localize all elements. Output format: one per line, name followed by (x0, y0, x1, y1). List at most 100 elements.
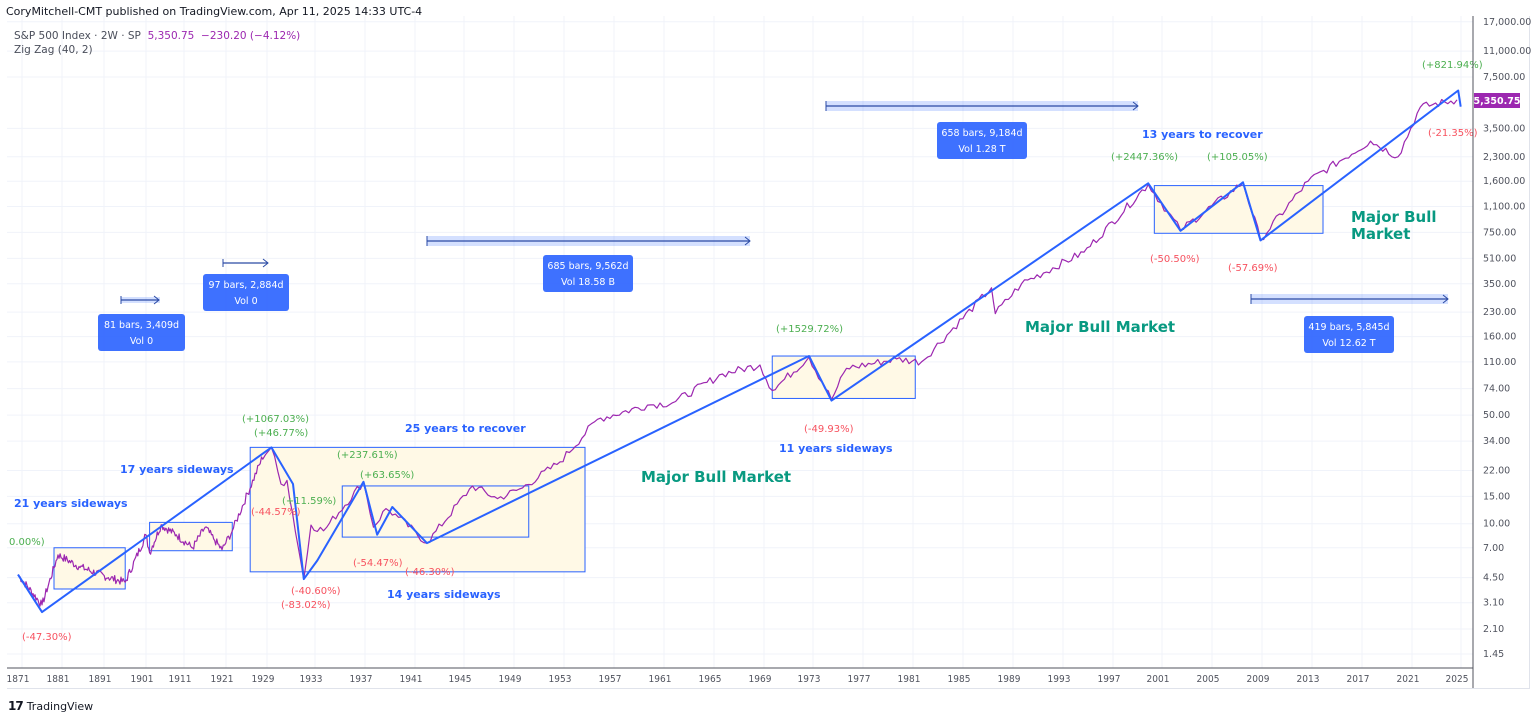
price-tick: 2,300.00 (1483, 152, 1525, 163)
chart-notes: 21 years sideways 17 years sideways 25 y… (14, 128, 1437, 601)
footer-brand[interactable]: 17 TradingView (8, 699, 93, 713)
chart-grid (7, 16, 1473, 668)
note-major-bull-1: Major Bull Market (641, 468, 791, 486)
zz-label: (-47.30%) (22, 632, 72, 643)
measure-range-2[interactable]: 97 bars, 2,884d Vol 0 (203, 258, 289, 311)
zz-label: (-54.47%) (353, 558, 403, 569)
measure-3-line2: Vol 18.58 B (561, 277, 615, 288)
measure-range-3[interactable]: 685 bars, 9,562d Vol 18.58 B (426, 236, 751, 292)
zz-label: (+237.61%) (337, 450, 398, 461)
time-tick: 1941 (400, 674, 423, 685)
measure-1-line2: Vol 0 (130, 336, 153, 347)
note-11-years: 11 years sideways (779, 442, 893, 455)
time-tick: 2009 (1247, 674, 1270, 685)
measure-3-line1: 685 bars, 9,562d (547, 261, 628, 272)
price-tick: 74.00 (1483, 384, 1510, 395)
zz-label: (+821.94%) (1422, 60, 1483, 71)
measure-2-line1: 97 bars, 2,884d (208, 280, 283, 291)
time-tick: 1957 (599, 674, 622, 685)
measure-4-line2: Vol 1.28 T (958, 144, 1005, 155)
measure-2-line2: Vol 0 (234, 296, 257, 307)
zz-label: (+63.65%) (360, 470, 414, 481)
price-tick: 34.00 (1483, 436, 1510, 447)
note-14-years: 14 years sideways (387, 588, 501, 601)
note-25-years: 25 years to recover (405, 422, 526, 435)
zigzag-line (17, 89, 1462, 614)
zz-label: (+2447.36%) (1111, 152, 1178, 163)
price-tick: 750.00 (1483, 227, 1516, 238)
price-tick: 1,600.00 (1483, 176, 1525, 187)
note-17-years: 17 years sideways (120, 463, 234, 476)
brand-name: TradingView (26, 699, 94, 713)
time-tick: 2005 (1197, 674, 1220, 685)
price-tick: 3.10 (1483, 598, 1504, 609)
measure-1-line1: 81 bars, 3,409d (104, 320, 179, 331)
price-tick: 15.00 (1483, 491, 1510, 502)
price-line (17, 98, 1458, 607)
time-tick: 1985 (948, 674, 971, 685)
time-tick: 1945 (449, 674, 472, 685)
zz-label: (-46.30%) (405, 567, 455, 578)
zigzag-labels: 0.00%) (-47.30%) (+1067.03%) (+46.77%) (… (9, 60, 1483, 643)
time-tick: 2017 (1347, 674, 1370, 685)
price-tick: 10.00 (1483, 519, 1510, 530)
time-tick: 2001 (1147, 674, 1170, 685)
range-box[interactable] (341, 485, 530, 538)
note-major-bull-2: Major Bull Market (1025, 318, 1175, 336)
time-tick: 1871 (7, 674, 30, 685)
zz-label: (-21.35%) (1428, 128, 1478, 139)
measure-5-line1: 419 bars, 5,845d (1308, 322, 1389, 333)
chart-frame[interactable] (7, 16, 1530, 689)
time-tick: 1969 (749, 674, 772, 685)
zz-label: (+1529.72%) (776, 324, 843, 335)
time-tick: 1997 (1098, 674, 1121, 685)
time-tick: 1937 (350, 674, 373, 685)
range-box[interactable] (1153, 185, 1324, 234)
publisher-line: CoryMitchell-CMT published on TradingVie… (6, 5, 423, 18)
time-tick: 1911 (169, 674, 192, 685)
time-tick: 1965 (699, 674, 722, 685)
time-tick: 1977 (848, 674, 871, 685)
measure-range-4[interactable]: 658 bars, 9,184d Vol 1.28 T (825, 101, 1139, 159)
time-axis[interactable]: 1871 1881 1891 1901 1911 1921 1929 1933 1937 1941… (7, 674, 1469, 685)
time-tick: 1993 (1048, 674, 1071, 685)
note-major-bull-3b: Market (1351, 225, 1410, 243)
time-tick: 1973 (798, 674, 821, 685)
price-tick: 7,500.00 (1483, 72, 1525, 83)
measure-range-1[interactable]: 81 bars, 3,409d Vol 0 (98, 295, 185, 351)
chart-legend: S&P 500 Index · 2W · SP 5,350.75 −230.20… (14, 29, 300, 57)
measure-5-line2: Vol 12.62 T (1322, 338, 1375, 349)
time-tick: 1989 (998, 674, 1021, 685)
note-13-years: 13 years to recover (1142, 128, 1263, 141)
range-box[interactable] (53, 547, 126, 590)
symbol-info: S&P 500 Index · 2W · SP (14, 30, 141, 42)
price-tick: 110.00 (1483, 357, 1516, 368)
zz-label: (-57.69%) (1228, 263, 1278, 274)
price-tick: 350.00 (1483, 279, 1516, 290)
price-change: −230.20 (−4.12%) (201, 30, 301, 42)
price-tick: 1.45 (1483, 649, 1504, 660)
price-tick: 2.10 (1483, 624, 1504, 635)
time-tick: 1953 (549, 674, 572, 685)
zz-label: (+46.77%) (254, 428, 308, 439)
price-tick: 11,000.00 (1483, 46, 1531, 57)
time-tick: 1949 (499, 674, 522, 685)
zz-label: (-49.93%) (804, 424, 854, 435)
legend-symbol-row[interactable]: S&P 500 Index · 2W · SP 5,350.75 −230.20… (14, 29, 300, 43)
zz-label: (+11.59%) (282, 496, 336, 507)
measure-range-5[interactable]: 419 bars, 5,845d Vol 12.62 T (1250, 294, 1449, 353)
time-tick: 1891 (89, 674, 112, 685)
time-tick: 1933 (300, 674, 323, 685)
price-tick: 7.00 (1483, 543, 1504, 554)
price-axis[interactable]: 17,000.00 11,000.00 7,500.00 3,500.00 2,300.… (1483, 17, 1531, 660)
price-tick: 17,000.00 (1483, 17, 1531, 28)
zz-label: (-50.50%) (1150, 254, 1200, 265)
note-major-bull-3a: Major Bull (1351, 208, 1437, 226)
price-tick: 160.00 (1483, 332, 1516, 343)
time-tick: 1929 (252, 674, 275, 685)
time-tick: 2025 (1446, 674, 1469, 685)
last-price: 5,350.75 (147, 30, 195, 42)
indicator-row[interactable]: Zig Zag (40, 2) (14, 43, 300, 57)
price-tick: 4.50 (1483, 573, 1504, 584)
